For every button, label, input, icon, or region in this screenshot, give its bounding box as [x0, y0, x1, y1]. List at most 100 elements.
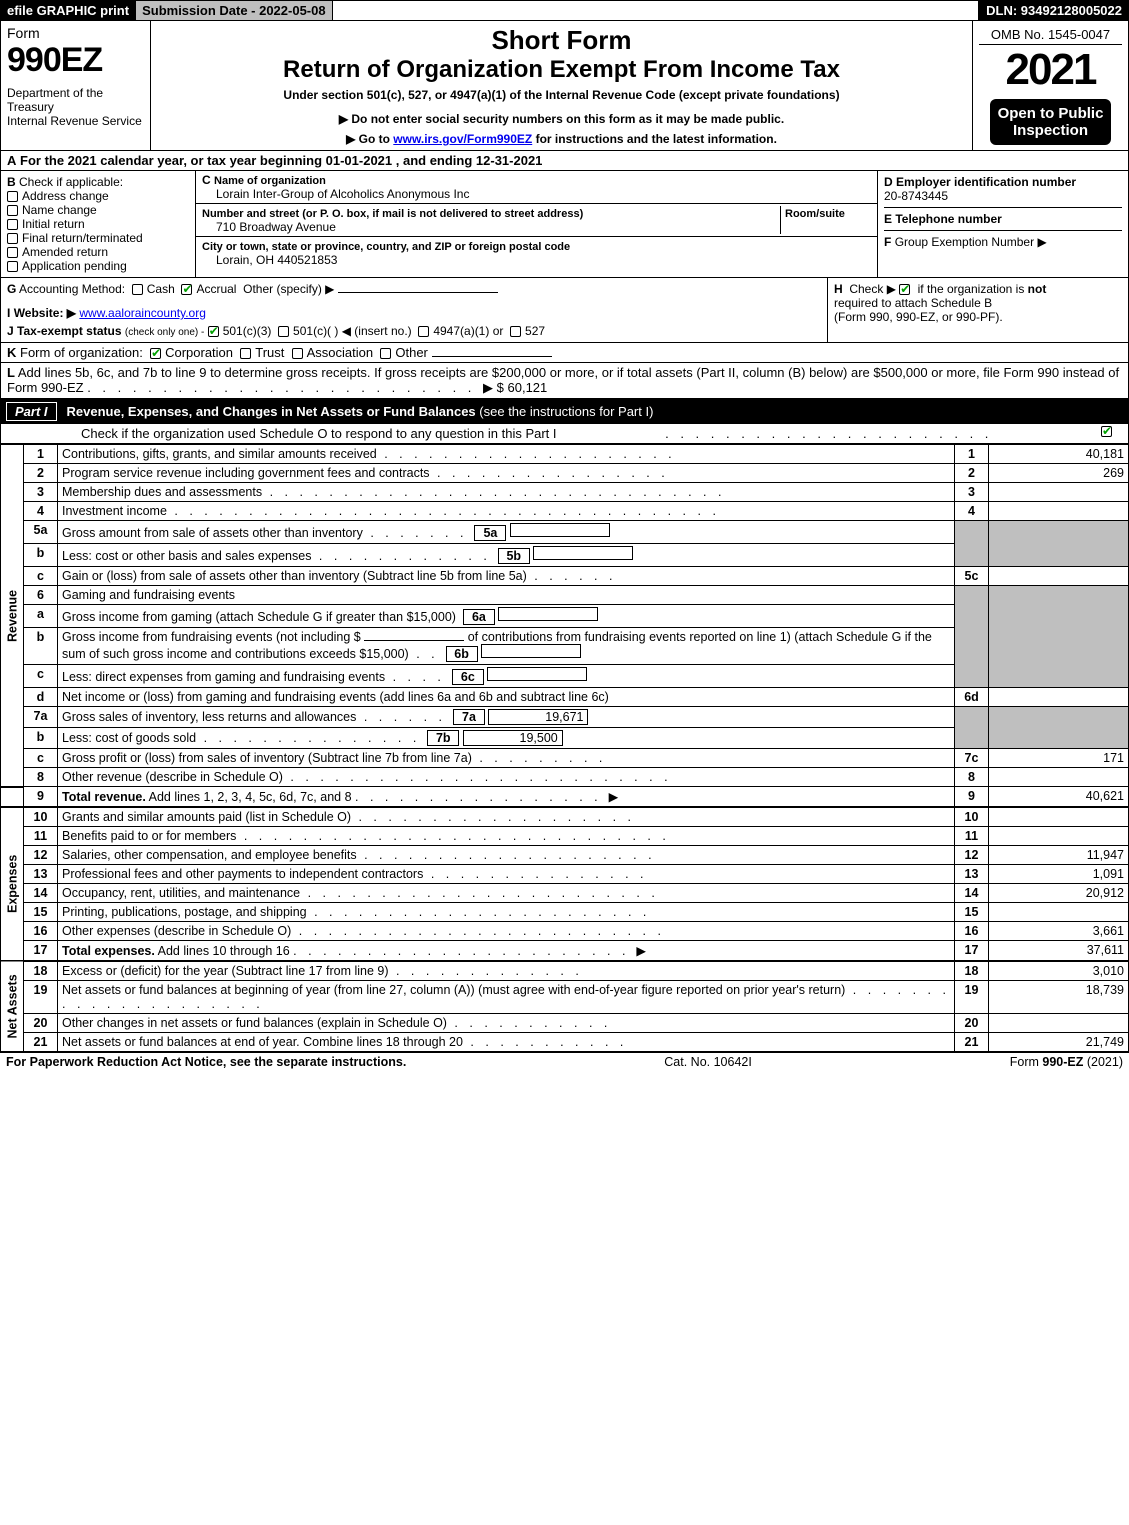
checkbox-accrual[interactable]: [181, 284, 192, 295]
section-l: L Add lines 5b, 6c, and 7b to line 9 to …: [0, 363, 1129, 399]
line-value: 40,181: [989, 445, 1129, 464]
checkbox-corporation[interactable]: [150, 348, 161, 359]
gray-box: [955, 521, 989, 567]
line-value: 40,621: [989, 787, 1129, 808]
line-num: 1: [24, 445, 58, 464]
line-num: b: [24, 728, 58, 749]
line-desc: Less: cost or other basis and sales expe…: [58, 544, 955, 567]
line-num: 19: [24, 981, 58, 1014]
checkbox-501c3[interactable]: [208, 326, 219, 337]
line-desc: Printing, publications, postage, and shi…: [58, 903, 955, 922]
k-other-line[interactable]: [432, 356, 552, 357]
checkbox-501c[interactable]: [278, 326, 289, 337]
table-row: 19 Net assets or fund balances at beginn…: [1, 981, 1129, 1014]
line-num: 7a: [24, 707, 58, 728]
blank-line[interactable]: [364, 640, 464, 641]
section-a: A For the 2021 calendar year, or tax yea…: [0, 151, 1129, 171]
dln: DLN: 93492128005022: [979, 1, 1128, 20]
line-box: 1: [955, 445, 989, 464]
page-footer: For Paperwork Reduction Act Notice, see …: [0, 1052, 1129, 1071]
table-row: 8 Other revenue (describe in Schedule O)…: [1, 768, 1129, 787]
part1-dots: . . . . . . . . . . . . . . . . . . . . …: [665, 426, 992, 441]
f-label: Group Exemption Number: [895, 235, 1034, 249]
section-b: B Check if applicable: Address change Na…: [1, 171, 196, 277]
street-row: Number and street (or P. O. box, if mail…: [196, 204, 877, 237]
ein-value: 20-8743445: [884, 189, 948, 203]
header-right: OMB No. 1545-0047 2021 Open to Public In…: [973, 21, 1128, 150]
line-box: 12: [955, 846, 989, 865]
checkbox-4947[interactable]: [418, 326, 429, 337]
line-desc: Less: cost of goods sold . . . . . . . .…: [58, 728, 955, 749]
tax-year: 2021: [979, 45, 1122, 95]
h-text1: Check ▶: [849, 282, 896, 296]
line-desc: Gain or (loss) from sale of assets other…: [58, 567, 955, 586]
line-value: 3,661: [989, 922, 1129, 941]
top-bar: efile GRAPHIC print Submission Date - 20…: [0, 0, 1129, 21]
checkbox-final-return[interactable]: [7, 233, 18, 244]
line-value: [989, 827, 1129, 846]
line-box: 13: [955, 865, 989, 884]
line-num: 17: [24, 941, 58, 962]
table-row: 15 Printing, publications, postage, and …: [1, 903, 1129, 922]
line-desc: Other revenue (describe in Schedule O) .…: [58, 768, 955, 787]
line-num: b: [24, 544, 58, 567]
line-num: a: [24, 605, 58, 628]
irs-link[interactable]: www.irs.gov/Form990EZ: [393, 132, 532, 146]
checkbox-application-pending[interactable]: [7, 261, 18, 272]
checkbox-schedule-o[interactable]: [1101, 426, 1112, 437]
j-label: Tax-exempt status: [17, 324, 121, 338]
checkbox-association[interactable]: [292, 348, 303, 359]
table-row: d Net income or (loss) from gaming and f…: [1, 688, 1129, 707]
section-h: H Check ▶ if the organization is not req…: [828, 278, 1128, 342]
line-desc: Salaries, other compensation, and employ…: [58, 846, 955, 865]
checkbox-address-change[interactable]: [7, 191, 18, 202]
expenses-sidebar: Expenses: [1, 807, 24, 961]
checkbox-amended-return[interactable]: [7, 247, 18, 258]
checkbox-schedule-b[interactable]: [899, 284, 910, 295]
line-box: 16: [955, 922, 989, 941]
k-other: Other: [395, 345, 428, 360]
checkbox-other-org[interactable]: [380, 348, 391, 359]
checkbox-527[interactable]: [510, 326, 521, 337]
sub-value: [498, 607, 598, 621]
line-num: 12: [24, 846, 58, 865]
website-link[interactable]: www.aaloraincounty.org: [79, 306, 206, 320]
line-box: 5c: [955, 567, 989, 586]
letter-f: F: [884, 235, 891, 249]
table-row: 7a Gross sales of inventory, less return…: [1, 707, 1129, 728]
line-num: 14: [24, 884, 58, 903]
line-value: 11,947: [989, 846, 1129, 865]
g-other: Other (specify) ▶: [243, 282, 334, 296]
efile-print[interactable]: efile GRAPHIC print: [1, 1, 136, 20]
k-label: Form of organization:: [20, 345, 143, 360]
open-public-badge: Open to Public Inspection: [990, 99, 1112, 145]
line-value: [989, 1014, 1129, 1033]
checkbox-cash[interactable]: [132, 284, 143, 295]
netassets-sidebar: Net Assets: [1, 961, 24, 1052]
j-note: (check only one) -: [125, 327, 204, 338]
l-value: 60,121: [508, 380, 548, 395]
return-title: Return of Organization Exempt From Incom…: [157, 56, 966, 84]
header-left: Form 990EZ Department of the Treasury In…: [1, 21, 151, 150]
g-other-line[interactable]: [338, 292, 498, 293]
city-row: City or town, state or province, country…: [196, 237, 877, 269]
section-f: F Group Exemption Number ▶: [884, 235, 1122, 249]
letter-c: C: [202, 173, 211, 187]
line-box: 10: [955, 807, 989, 827]
checkbox-trust[interactable]: [240, 348, 251, 359]
line-value: [989, 688, 1129, 707]
line-box: 20: [955, 1014, 989, 1033]
org-name: Lorain Inter-Group of Alcoholics Anonymo…: [202, 187, 469, 201]
checkbox-initial-return[interactable]: [7, 219, 18, 230]
form-header: Form 990EZ Department of the Treasury In…: [0, 21, 1129, 151]
checkbox-name-change[interactable]: [7, 205, 18, 216]
j-501c: 501(c)( ): [293, 324, 338, 338]
f-arrow: ▶: [1037, 235, 1046, 249]
line-value: [989, 502, 1129, 521]
opt-address-change: Address change: [22, 189, 109, 203]
badge-line1: Open to Public: [998, 105, 1104, 122]
line-value: 18,739: [989, 981, 1129, 1014]
g-cash: Cash: [147, 282, 175, 296]
sub-value: [481, 644, 581, 658]
footer-catno: Cat. No. 10642I: [664, 1055, 752, 1069]
